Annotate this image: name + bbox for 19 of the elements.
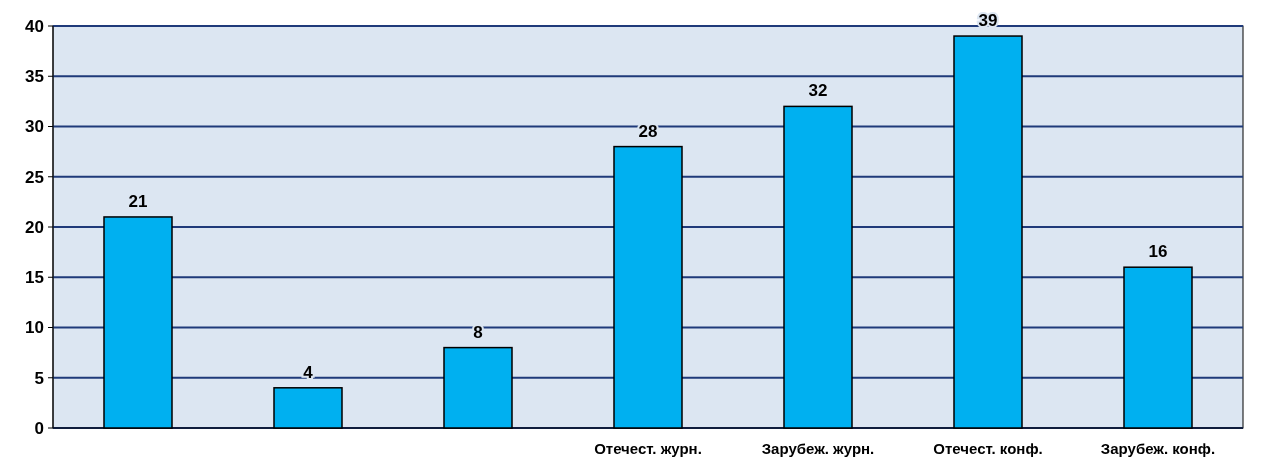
x-tick-label: Отечест. журн. xyxy=(594,440,702,457)
y-tick-label: 20 xyxy=(25,217,44,237)
y-tick-label: 15 xyxy=(25,268,44,288)
x-tick-label: Отечест. конф. xyxy=(933,440,1043,457)
data-label: 28 xyxy=(638,121,658,141)
y-tick-label: 30 xyxy=(25,117,44,137)
y-tick-label: 25 xyxy=(25,167,44,187)
data-label: 8 xyxy=(473,322,483,342)
y-tick-label: 40 xyxy=(25,16,44,36)
y-tick-label: 10 xyxy=(25,318,44,338)
x-tick-label: Зарубеж. журн. xyxy=(761,440,875,457)
data-label: 16 xyxy=(1148,242,1168,262)
data-label: 4 xyxy=(303,362,314,382)
data-label: 21 xyxy=(128,191,148,211)
y-tick-label: 35 xyxy=(25,67,44,87)
y-tick-label: 0 xyxy=(34,418,44,438)
x-tick-label: Зарубеж. конф. xyxy=(1100,440,1216,457)
data-label: 32 xyxy=(808,81,828,101)
y-tick-label: 5 xyxy=(34,368,44,388)
